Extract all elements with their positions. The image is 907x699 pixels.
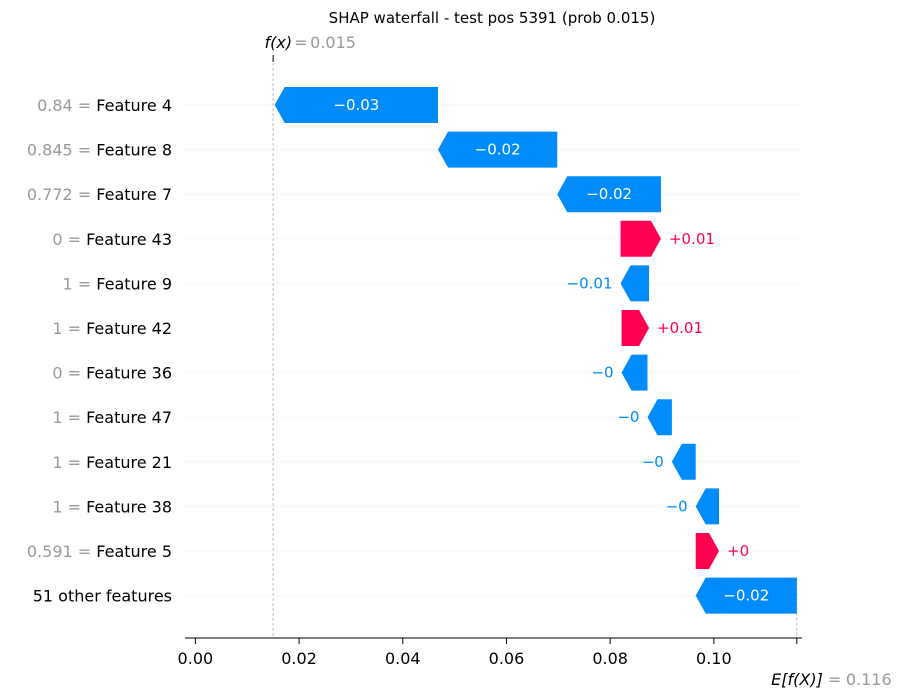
feature-name: Feature 47 (86, 408, 172, 427)
bar-value-label: −0.02 (475, 141, 521, 159)
feature-value: 1 = (63, 274, 97, 293)
waterfall-bar (695, 488, 720, 525)
feature-name: Feature 5 (96, 542, 172, 561)
feature-value: 1 = (52, 453, 86, 472)
feature-label: 0.772 = Feature 7 (27, 185, 172, 204)
feature-label: 0 = Feature 36 (52, 364, 172, 383)
waterfall-bar (620, 265, 650, 302)
feature-label: 1 = Feature 38 (52, 497, 172, 516)
waterfall-bar (695, 533, 720, 569)
waterfall-bar (647, 399, 672, 436)
waterfall-bar (621, 354, 648, 391)
feature-name: Feature 42 (86, 319, 172, 338)
feature-value: 1 = (52, 408, 86, 427)
bar-value-label: +0 (727, 542, 749, 560)
x-tick-label: 0.00 (178, 649, 214, 668)
feature-label: 1 = Feature 21 (52, 453, 172, 472)
feature-name: Feature 7 (96, 185, 172, 204)
feature-value: 0.84 = (37, 96, 96, 115)
feature-value: 1 = (52, 319, 86, 338)
feature-labels: 0.84 = Feature 4 0.845 = Feature 8 0.772 =… (27, 96, 172, 606)
feature-value: 1 = (52, 497, 86, 516)
feature-name: 51 other features (33, 587, 172, 606)
fx-label: f(x) (265, 33, 293, 52)
feature-label: 51 other features (33, 587, 172, 606)
waterfall-bar (620, 220, 661, 257)
bars-group: −0.03 −0.02 −0.02 +0.01 −0.01 +0.01 −0 −0 −0 −0 +0… (274, 87, 797, 614)
feature-label: 1 = Feature 9 (63, 274, 173, 293)
feature-name: Feature 43 (86, 230, 172, 249)
feature-value: 0 = (52, 230, 86, 249)
feature-name: Feature 9 (96, 274, 172, 293)
bar-value-label: −0.03 (333, 96, 379, 114)
waterfall-bar (438, 131, 558, 168)
feature-label: 0.84 = Feature 4 (37, 96, 172, 115)
bar-value-label: −0.01 (567, 274, 613, 292)
feature-name: Feature 21 (86, 453, 172, 472)
feature-value: 0.772 = (27, 185, 96, 204)
x-tick-label: 0.10 (696, 649, 732, 668)
waterfall-bar (621, 310, 650, 346)
feature-value: 0.845 = (27, 141, 96, 160)
feature-label: 0.591 = Feature 5 (27, 542, 172, 561)
feature-value: 0.591 = (27, 542, 96, 561)
efx-value: 0.116 (846, 670, 892, 689)
feature-name: Feature 38 (86, 497, 172, 516)
feature-name: Feature 4 (96, 96, 172, 115)
efx-label: E[f(X)] (771, 670, 823, 689)
x-tick-label: 0.02 (281, 649, 317, 668)
feature-name: Feature 8 (96, 141, 172, 160)
bar-value-label: −0 (617, 408, 639, 426)
feature-label: 1 = Feature 42 (52, 319, 172, 338)
x-tick-label: 0.04 (385, 649, 421, 668)
feature-label: 0.845 = Feature 8 (27, 141, 172, 160)
x-axis-ticks: 0.00 0.02 0.04 0.06 0.08 0.10 (178, 638, 798, 668)
bar-value-label: −0.02 (723, 587, 769, 605)
feature-value: 0 = (52, 364, 86, 383)
x-tick-label: 0.06 (489, 649, 525, 668)
bar-value-label: −0.02 (586, 185, 632, 203)
waterfall-bar (695, 577, 797, 614)
chart-title: SHAP waterfall - test pos 5391 (prob 0.0… (329, 9, 656, 27)
fx-value: 0.015 (310, 33, 356, 52)
bar-value-label: +0.01 (657, 319, 703, 337)
bar-value-label: −0 (666, 497, 688, 515)
fx-equals: = (294, 33, 307, 52)
feature-label: 1 = Feature 47 (52, 408, 172, 427)
efx-equals: = (828, 670, 841, 689)
waterfall-bar (274, 87, 439, 123)
feature-label: 0 = Feature 43 (52, 230, 172, 249)
bar-value-label: +0.01 (669, 230, 715, 248)
x-tick-label: 0.08 (592, 649, 628, 668)
feature-name: Feature 36 (86, 364, 172, 383)
waterfall-bar (671, 443, 696, 480)
bar-value-label: −0 (642, 453, 664, 471)
bar-value-label: −0 (591, 364, 613, 382)
waterfall-bar (557, 176, 661, 213)
